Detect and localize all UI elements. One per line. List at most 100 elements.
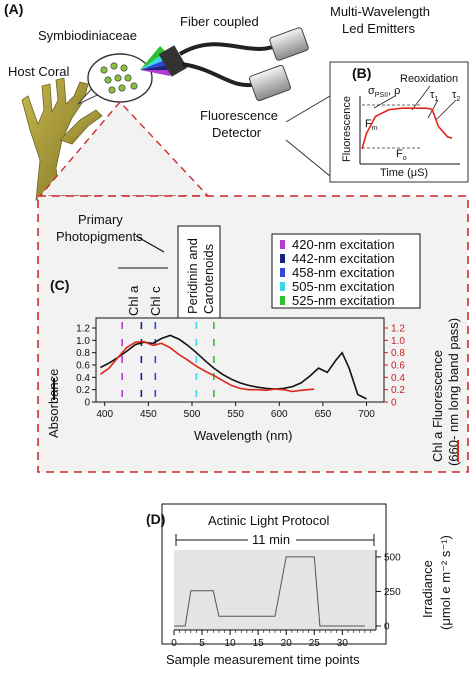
c-ytick-right-label: 0.6 bbox=[391, 361, 405, 372]
d-xtick-label: 10 bbox=[225, 638, 237, 649]
chla-label: Chl a bbox=[126, 285, 141, 316]
panel-d-letter: (D) bbox=[146, 511, 165, 527]
emitters-label-1: Multi-Wavelength bbox=[330, 4, 430, 19]
panel-b-axes bbox=[359, 96, 460, 165]
c-ytick-left-label: 0 bbox=[84, 398, 90, 409]
c-xtick-label: 500 bbox=[184, 409, 201, 420]
c-ytick-right-label: 1.0 bbox=[391, 336, 405, 347]
panel-b-connector-2 bbox=[285, 139, 331, 177]
legend-swatch-505 bbox=[280, 282, 285, 291]
legend-swatch-525 bbox=[280, 296, 285, 305]
fluorescence-ylabel-1: Chl a Fluorescence bbox=[430, 350, 445, 462]
led-emitter-device bbox=[269, 27, 309, 61]
c-xtick-label: 450 bbox=[140, 409, 157, 420]
tau1-label: τ1 bbox=[430, 89, 438, 103]
d-xtick-label: 30 bbox=[337, 638, 349, 649]
tau2-label: τ2 bbox=[452, 89, 460, 103]
irradiance-line bbox=[174, 556, 365, 627]
panel-a-letter: (A) bbox=[4, 1, 23, 17]
panel-b-connector-1 bbox=[285, 95, 331, 123]
d-xtick-label: 15 bbox=[253, 638, 265, 649]
panel-d-xlabel: Sample measurement time points bbox=[166, 652, 360, 667]
c-ytick-left-label: 0.6 bbox=[76, 361, 90, 372]
legend-label-458: 458-nm excitation bbox=[292, 265, 395, 280]
panel-c-excitation-lines bbox=[121, 322, 215, 398]
detector-label-2: Detector bbox=[212, 125, 262, 140]
c-xtick-label: 400 bbox=[96, 409, 113, 420]
c-ytick-left-label: 0.8 bbox=[76, 348, 90, 359]
legend-swatch-442 bbox=[280, 254, 285, 263]
c-xtick-label: 600 bbox=[271, 409, 288, 420]
primary-label-1: Primary bbox=[78, 212, 123, 227]
d-ytick-label: 500 bbox=[384, 552, 401, 563]
panel-b-letter: (B) bbox=[352, 65, 371, 81]
c-xtick-label: 550 bbox=[227, 409, 244, 420]
panel-b-arrows bbox=[373, 85, 457, 121]
c-ytick-left-label: 0.2 bbox=[76, 385, 90, 396]
c-ytick-right-label: 0.8 bbox=[391, 348, 405, 359]
fluorescence-detector-device bbox=[248, 64, 292, 102]
sigma-label: σPSII, ρ bbox=[368, 85, 400, 99]
absorbance-ylabel: Absorbance bbox=[46, 369, 61, 438]
c-ytick-right-label: 1.2 bbox=[391, 324, 405, 335]
chlc-label: Chl c bbox=[148, 286, 163, 316]
symbiont-cells bbox=[100, 62, 138, 94]
panel-b-xlabel: Time (μS) bbox=[380, 167, 428, 179]
c-ytick-right-label: 0.2 bbox=[391, 385, 405, 396]
legend-label-505: 505-nm excitation bbox=[292, 279, 395, 294]
panel-d: (D) Actinic Light Protocol 11 min 0 5 10 15… bbox=[146, 503, 453, 667]
panel-b: (B) Reoxidation σPSII, ρ Fm Fo τ1 τ2 Flu… bbox=[285, 61, 469, 183]
c-ytick-left-label: 1.2 bbox=[76, 324, 90, 335]
d-ytick-label: 0 bbox=[384, 622, 390, 633]
primary-label-2: Photopigments bbox=[56, 229, 143, 244]
fiber-cable-2 bbox=[181, 62, 259, 88]
panel-b-frame bbox=[329, 61, 469, 183]
c-xtick-label: 700 bbox=[358, 409, 375, 420]
panel-b-ylabel: Fluorescence bbox=[341, 96, 353, 162]
panel-c-ticks: 400 450 500 550 600 650 70000.20.40.60.81.01.2… bbox=[76, 324, 405, 421]
legend-label-525: 525-nm excitation bbox=[292, 293, 395, 308]
peridinin-label-1: Peridinin and bbox=[185, 238, 200, 314]
fiber-label: Fiber coupled bbox=[180, 14, 259, 29]
panel-d-plot-bg bbox=[174, 550, 376, 630]
fiber-tip bbox=[158, 45, 188, 77]
primary-arrow bbox=[135, 235, 165, 253]
d-xtick-label: 20 bbox=[281, 638, 293, 649]
fm-label: Fm bbox=[365, 118, 378, 132]
panel-d-ylabel-1: Irradiance bbox=[420, 560, 435, 618]
panel-d-span-arrow bbox=[175, 534, 375, 546]
emitters-label-2: Led Emitters bbox=[342, 21, 415, 36]
peridinin-box bbox=[177, 225, 221, 321]
coral-illustration bbox=[21, 77, 103, 201]
panel-c-xlabel: Wavelength (nm) bbox=[194, 428, 293, 443]
c-ytick-left-label: 1.0 bbox=[76, 336, 90, 347]
legend-swatch-458 bbox=[280, 268, 285, 277]
coral-label: Host Coral bbox=[8, 64, 70, 79]
panel-d-ticks: 0 5 10 15 20 25 30 0 250 500 bbox=[171, 550, 401, 649]
panel-c-letter: (C) bbox=[50, 277, 69, 293]
panel-c-plot-frame bbox=[95, 317, 385, 403]
fluorescence-curve bbox=[99, 340, 315, 393]
c-ytick-right-label: 0.4 bbox=[391, 373, 405, 384]
legend-swatch-420 bbox=[280, 240, 285, 249]
reox-label: Reoxidation bbox=[400, 73, 458, 85]
peridinin-label-2: Carotenoids bbox=[201, 243, 216, 314]
c-ytick-right-label: 0 bbox=[391, 398, 397, 409]
d-ytick-label: 250 bbox=[384, 587, 401, 598]
panel-d-ylabel-2: (μmol e m⁻² s⁻¹) bbox=[438, 535, 453, 630]
c-xtick-label: 650 bbox=[315, 409, 332, 420]
d-xtick-label: 25 bbox=[309, 638, 321, 649]
c-ytick-left-label: 0.4 bbox=[76, 373, 90, 384]
panel-d-span-label: 11 min bbox=[252, 532, 290, 547]
symbio-label: Symbiodiniaceae bbox=[38, 28, 137, 43]
d-xtick-label: 5 bbox=[199, 638, 205, 649]
detector-label-1: Fluorescence bbox=[200, 108, 278, 123]
panel-a: (A) Symbiodiniaceae Host Coral Fiber cou… bbox=[4, 1, 430, 201]
panel-d-title: Actinic Light Protocol bbox=[208, 513, 330, 528]
d-xtick-label: 0 bbox=[171, 638, 177, 649]
fluorescence-ylabel-2: (660- nm long band pass) bbox=[446, 318, 461, 466]
legend-label-442: 442-nm excitation bbox=[292, 251, 395, 266]
